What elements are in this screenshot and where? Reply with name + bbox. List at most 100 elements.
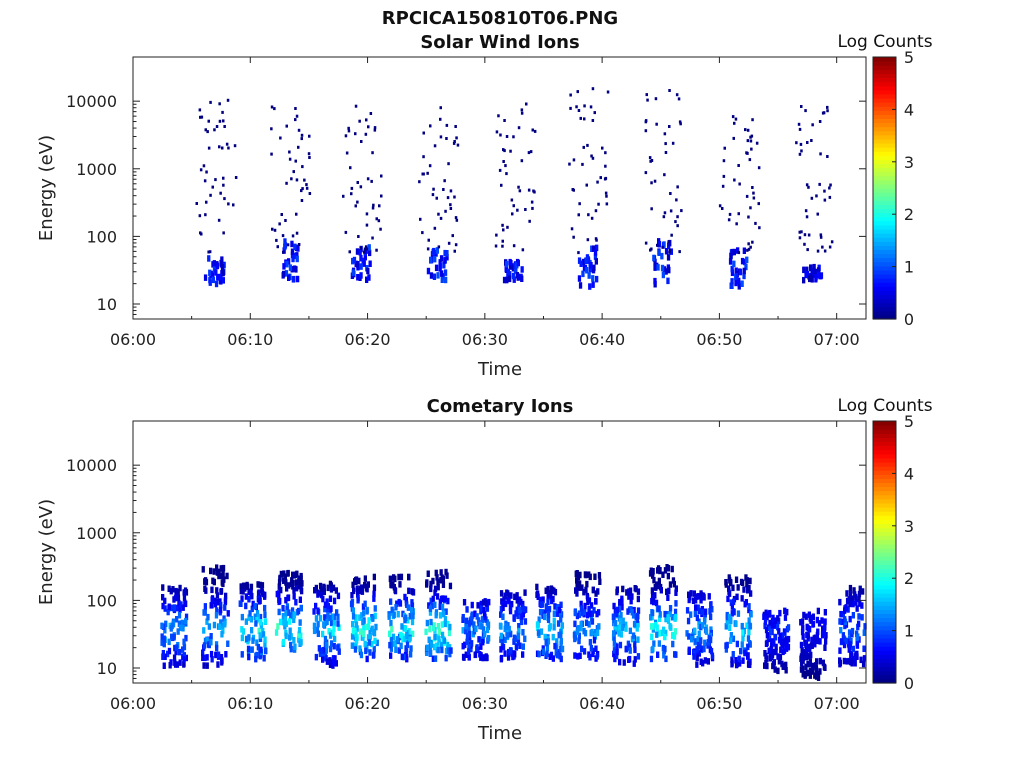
heatmap-cell xyxy=(718,204,722,208)
heatmap-cell xyxy=(291,583,295,590)
heatmap-cell xyxy=(167,603,171,610)
heatmap-cell xyxy=(630,593,634,600)
heatmap-cell xyxy=(521,651,525,658)
heatmap-cell xyxy=(548,653,552,660)
heatmap-cell xyxy=(364,245,368,249)
heatmap-cell xyxy=(699,637,703,645)
heatmap-cell xyxy=(299,572,303,580)
heatmap-cell xyxy=(270,105,274,109)
heatmap-cell xyxy=(485,605,490,612)
heatmap-cell xyxy=(298,619,302,626)
heatmap-cell xyxy=(636,607,641,614)
heatmap-cell xyxy=(378,204,381,208)
heatmap-cell xyxy=(661,271,665,279)
heatmap-cell xyxy=(375,639,379,647)
heatmap-cell xyxy=(365,118,368,122)
heatmap-cell xyxy=(314,615,319,622)
heatmap-cell xyxy=(289,641,293,649)
heatmap-cell xyxy=(198,108,202,112)
heatmap-cell xyxy=(290,240,294,248)
colorbar-swatch xyxy=(873,188,896,193)
heatmap-cell xyxy=(525,102,528,106)
heatmap-cell xyxy=(419,217,422,221)
heatmap-cell xyxy=(508,275,512,283)
heatmap-cell xyxy=(328,661,333,668)
heatmap-cell xyxy=(455,136,458,140)
heatmap-cell xyxy=(662,652,666,659)
heatmap-cell xyxy=(591,87,595,91)
heatmap-cell xyxy=(355,585,359,592)
heatmap-cell xyxy=(350,186,354,190)
heatmap-cell xyxy=(337,624,341,631)
colorbar-swatch xyxy=(873,461,896,467)
heatmap-cell xyxy=(572,631,577,639)
heatmap-cell xyxy=(380,174,383,178)
heatmap-cell xyxy=(583,602,587,610)
heatmap-cell xyxy=(424,628,428,636)
heatmap-cell xyxy=(391,581,395,588)
heatmap-cell xyxy=(654,599,659,607)
colorbar-swatch xyxy=(873,278,896,283)
heatmap-cell xyxy=(624,645,628,653)
heatmap-cell xyxy=(287,634,292,641)
cometary-plot-frame xyxy=(132,420,867,684)
heatmap-cell xyxy=(288,264,293,271)
heatmap-cell xyxy=(327,628,331,635)
heatmap-cell xyxy=(251,600,255,608)
burst-14 xyxy=(685,590,715,668)
heatmap-cell xyxy=(444,276,448,284)
heatmap-cell xyxy=(499,133,502,137)
heatmap-cell xyxy=(175,616,179,623)
colorbar-swatch xyxy=(873,531,896,537)
heatmap-cell xyxy=(860,602,864,609)
heatmap-cell xyxy=(695,646,699,653)
heatmap-cell xyxy=(225,572,229,580)
heatmap-cell xyxy=(689,611,693,618)
heatmap-cell xyxy=(169,587,173,595)
heatmap-cell xyxy=(211,270,215,278)
heatmap-cell xyxy=(443,179,446,183)
heatmap-cell xyxy=(172,654,177,661)
heatmap-cell xyxy=(351,581,355,589)
heatmap-cell xyxy=(816,212,819,216)
heatmap-cell xyxy=(748,640,752,647)
heatmap-cell xyxy=(590,154,593,158)
heatmap-cell xyxy=(807,653,811,660)
heatmap-cell xyxy=(800,230,803,234)
heatmap-cell xyxy=(440,621,444,628)
heatmap-cell xyxy=(517,627,521,635)
heatmap-cell xyxy=(239,587,243,595)
heatmap-cell xyxy=(285,605,289,613)
colorbar-swatch xyxy=(873,642,896,647)
heatmap-cell xyxy=(465,606,469,613)
heatmap-cell xyxy=(443,257,447,264)
heatmap-cell xyxy=(170,622,174,630)
heatmap-cell xyxy=(350,592,354,599)
heatmap-cell xyxy=(425,644,429,652)
heatmap-cell xyxy=(297,626,302,634)
heatmap-cell xyxy=(182,589,186,596)
colorbar-swatch xyxy=(873,470,896,475)
heatmap-cell xyxy=(163,653,167,660)
colorbar-swatch xyxy=(873,228,896,234)
heatmap-cell xyxy=(758,226,761,230)
heatmap-cell xyxy=(280,213,283,216)
heatmap-cell xyxy=(276,623,280,630)
colorbar-swatch xyxy=(873,85,896,91)
heatmap-cell xyxy=(510,198,514,202)
heatmap-cell xyxy=(263,641,267,648)
heatmap-cell xyxy=(211,276,215,284)
heatmap-cell xyxy=(257,598,261,605)
heatmap-cell xyxy=(172,634,176,641)
heatmap-cell xyxy=(802,266,806,274)
heatmap-cell xyxy=(778,633,782,640)
heatmap-cell xyxy=(461,642,465,650)
heatmap-cell xyxy=(468,620,472,627)
heatmap-cell xyxy=(829,183,832,187)
heatmap-cell xyxy=(163,605,167,612)
heatmap-cell xyxy=(513,262,517,269)
heatmap-cell xyxy=(429,650,433,657)
heatmap-cell xyxy=(533,190,536,194)
heatmap-cell xyxy=(584,619,589,626)
heatmap-cell xyxy=(653,264,657,271)
